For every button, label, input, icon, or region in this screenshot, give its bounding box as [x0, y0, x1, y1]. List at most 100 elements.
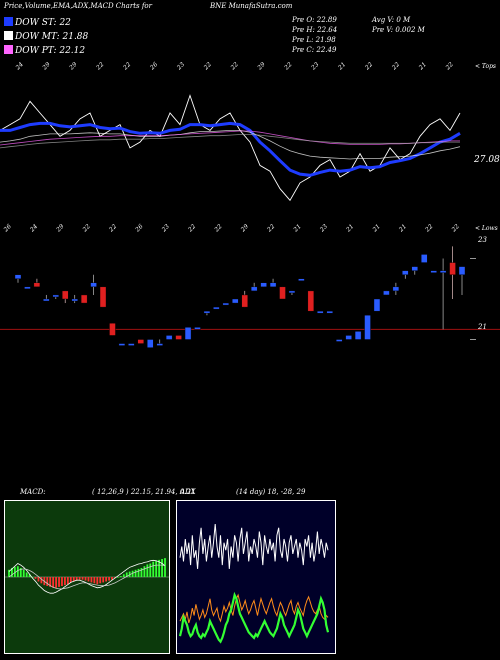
date-tick: 29 — [54, 223, 65, 234]
macd-params: ( 12,26,9 ) 22.15, 21.94, 0.21 — [92, 488, 196, 496]
date-tick: 22 — [107, 223, 118, 234]
lows-label: < Lows — [475, 225, 498, 232]
macd-histogram-bar — [55, 577, 57, 588]
ema-series-line — [0, 94, 461, 202]
date-tick: 21 — [292, 223, 303, 234]
macd-histogram-bar — [122, 574, 125, 577]
candle-body — [147, 339, 154, 348]
macd-histogram-bar — [119, 576, 122, 577]
candle-body — [373, 298, 381, 312]
candle-body — [80, 294, 88, 304]
candle-body — [194, 327, 201, 330]
adx-chart — [178, 524, 330, 644]
candle-body — [335, 339, 343, 342]
candle-body — [213, 306, 220, 310]
macd-histogram-bar — [152, 561, 155, 577]
legend-swatch — [4, 45, 13, 54]
macd-histogram-bar — [75, 577, 78, 581]
candle-body — [203, 310, 211, 314]
date-tick: 24 — [14, 61, 25, 72]
candle-body — [317, 310, 324, 314]
ema-series-line — [0, 134, 460, 149]
candle-body — [307, 290, 315, 312]
macd-histogram-bar — [58, 577, 60, 587]
date-tick: 29 — [239, 223, 250, 234]
candle-body — [175, 335, 182, 340]
symbol-title: BNE MunafaSutra.com — [210, 2, 293, 10]
candle-body — [345, 335, 352, 340]
price-chart: 24 29 29 22 22 26 23 22 22 29 22 23 21 22 22 21 22 26 24 29… — [0, 61, 500, 348]
adx-panel — [176, 500, 336, 654]
adx-params: (14 day) 18, -28, 29 — [236, 488, 306, 496]
macd-histogram-bar — [128, 571, 131, 577]
macd-histogram-bar — [111, 577, 113, 580]
macd-histogram-bar — [158, 559, 161, 577]
macd-histogram-bar — [61, 577, 63, 586]
adx-series-line — [178, 591, 330, 644]
date-tick: 22 — [390, 61, 401, 72]
ema-series-line — [0, 130, 460, 146]
date-tick: 21 — [371, 223, 382, 234]
date-tick: 21 — [344, 223, 355, 234]
legend-dow-st: DOW ST: 22 — [4, 17, 71, 28]
macd-histogram-bar — [99, 577, 102, 584]
macd-histogram-bar — [66, 577, 69, 585]
macd-histogram-bar — [49, 577, 52, 587]
date-tick: 22 — [450, 223, 461, 234]
candle-body — [118, 343, 126, 346]
legend-label: DOW MT: 21.88 — [15, 32, 89, 42]
macd-histogram-bar — [140, 568, 143, 577]
macd-histogram-bar — [8, 569, 10, 577]
candle-body — [279, 286, 286, 300]
date-tick: 29 — [41, 61, 52, 72]
date-tick: 23 — [175, 61, 186, 72]
date-tick: 21 — [397, 223, 408, 234]
ema-series-line — [0, 121, 461, 177]
price-axis-tick: 21 — [478, 323, 487, 331]
date-tick: 22 — [186, 223, 197, 234]
macd-histogram-bar — [164, 558, 166, 577]
candle-body — [33, 282, 41, 288]
candle-body — [364, 315, 371, 340]
candle-body — [250, 286, 258, 292]
macd-histogram-bar — [28, 574, 31, 577]
macd-histogram-bar — [78, 577, 81, 580]
price-axis-tick: 23 — [478, 236, 487, 244]
date-tick: 22 — [202, 61, 213, 72]
stat-low: Pre L: 21.98 — [292, 36, 336, 44]
stat-avg-volume: Avg V: 0 M — [372, 16, 411, 24]
macd-line — [8, 564, 166, 590]
legend-label: DOW ST: 22 — [15, 18, 71, 28]
candle-body — [354, 331, 362, 340]
candle-body — [430, 270, 437, 273]
macd-histogram-bar — [25, 572, 28, 577]
legend-label: DOW PT: 22.12 — [15, 46, 86, 56]
date-tick: 22 — [265, 223, 276, 234]
macd-histogram-bar — [105, 577, 108, 582]
date-tick: 23 — [309, 61, 320, 72]
macd-histogram-bar — [40, 577, 43, 584]
candle-body — [411, 266, 418, 271]
macd-histogram-bar — [146, 564, 149, 577]
date-tick: 22 — [423, 223, 434, 234]
macd-histogram-bar — [134, 569, 137, 577]
candle-body — [298, 278, 305, 281]
macd-histogram-bar — [114, 577, 116, 578]
candle-body — [71, 298, 78, 302]
macd-histogram-bar — [155, 560, 158, 577]
macd-histogram-bar — [90, 577, 93, 583]
candle-body — [421, 254, 428, 263]
candle-body — [14, 274, 22, 279]
candle-body — [402, 270, 409, 275]
macd-chart — [5, 558, 169, 594]
adx-label: ADX — [180, 488, 196, 496]
date-tick: 26 — [2, 223, 13, 234]
candle-body — [222, 302, 230, 306]
macd-histogram-bar — [34, 577, 37, 579]
date-tick: 22 — [363, 61, 374, 72]
macd-histogram-bar — [19, 568, 22, 577]
candle-body — [62, 290, 69, 300]
page-title: Price,Volume,EMA,ADX,MACD Charts for — [4, 2, 152, 10]
date-tick: 22 — [283, 61, 294, 72]
